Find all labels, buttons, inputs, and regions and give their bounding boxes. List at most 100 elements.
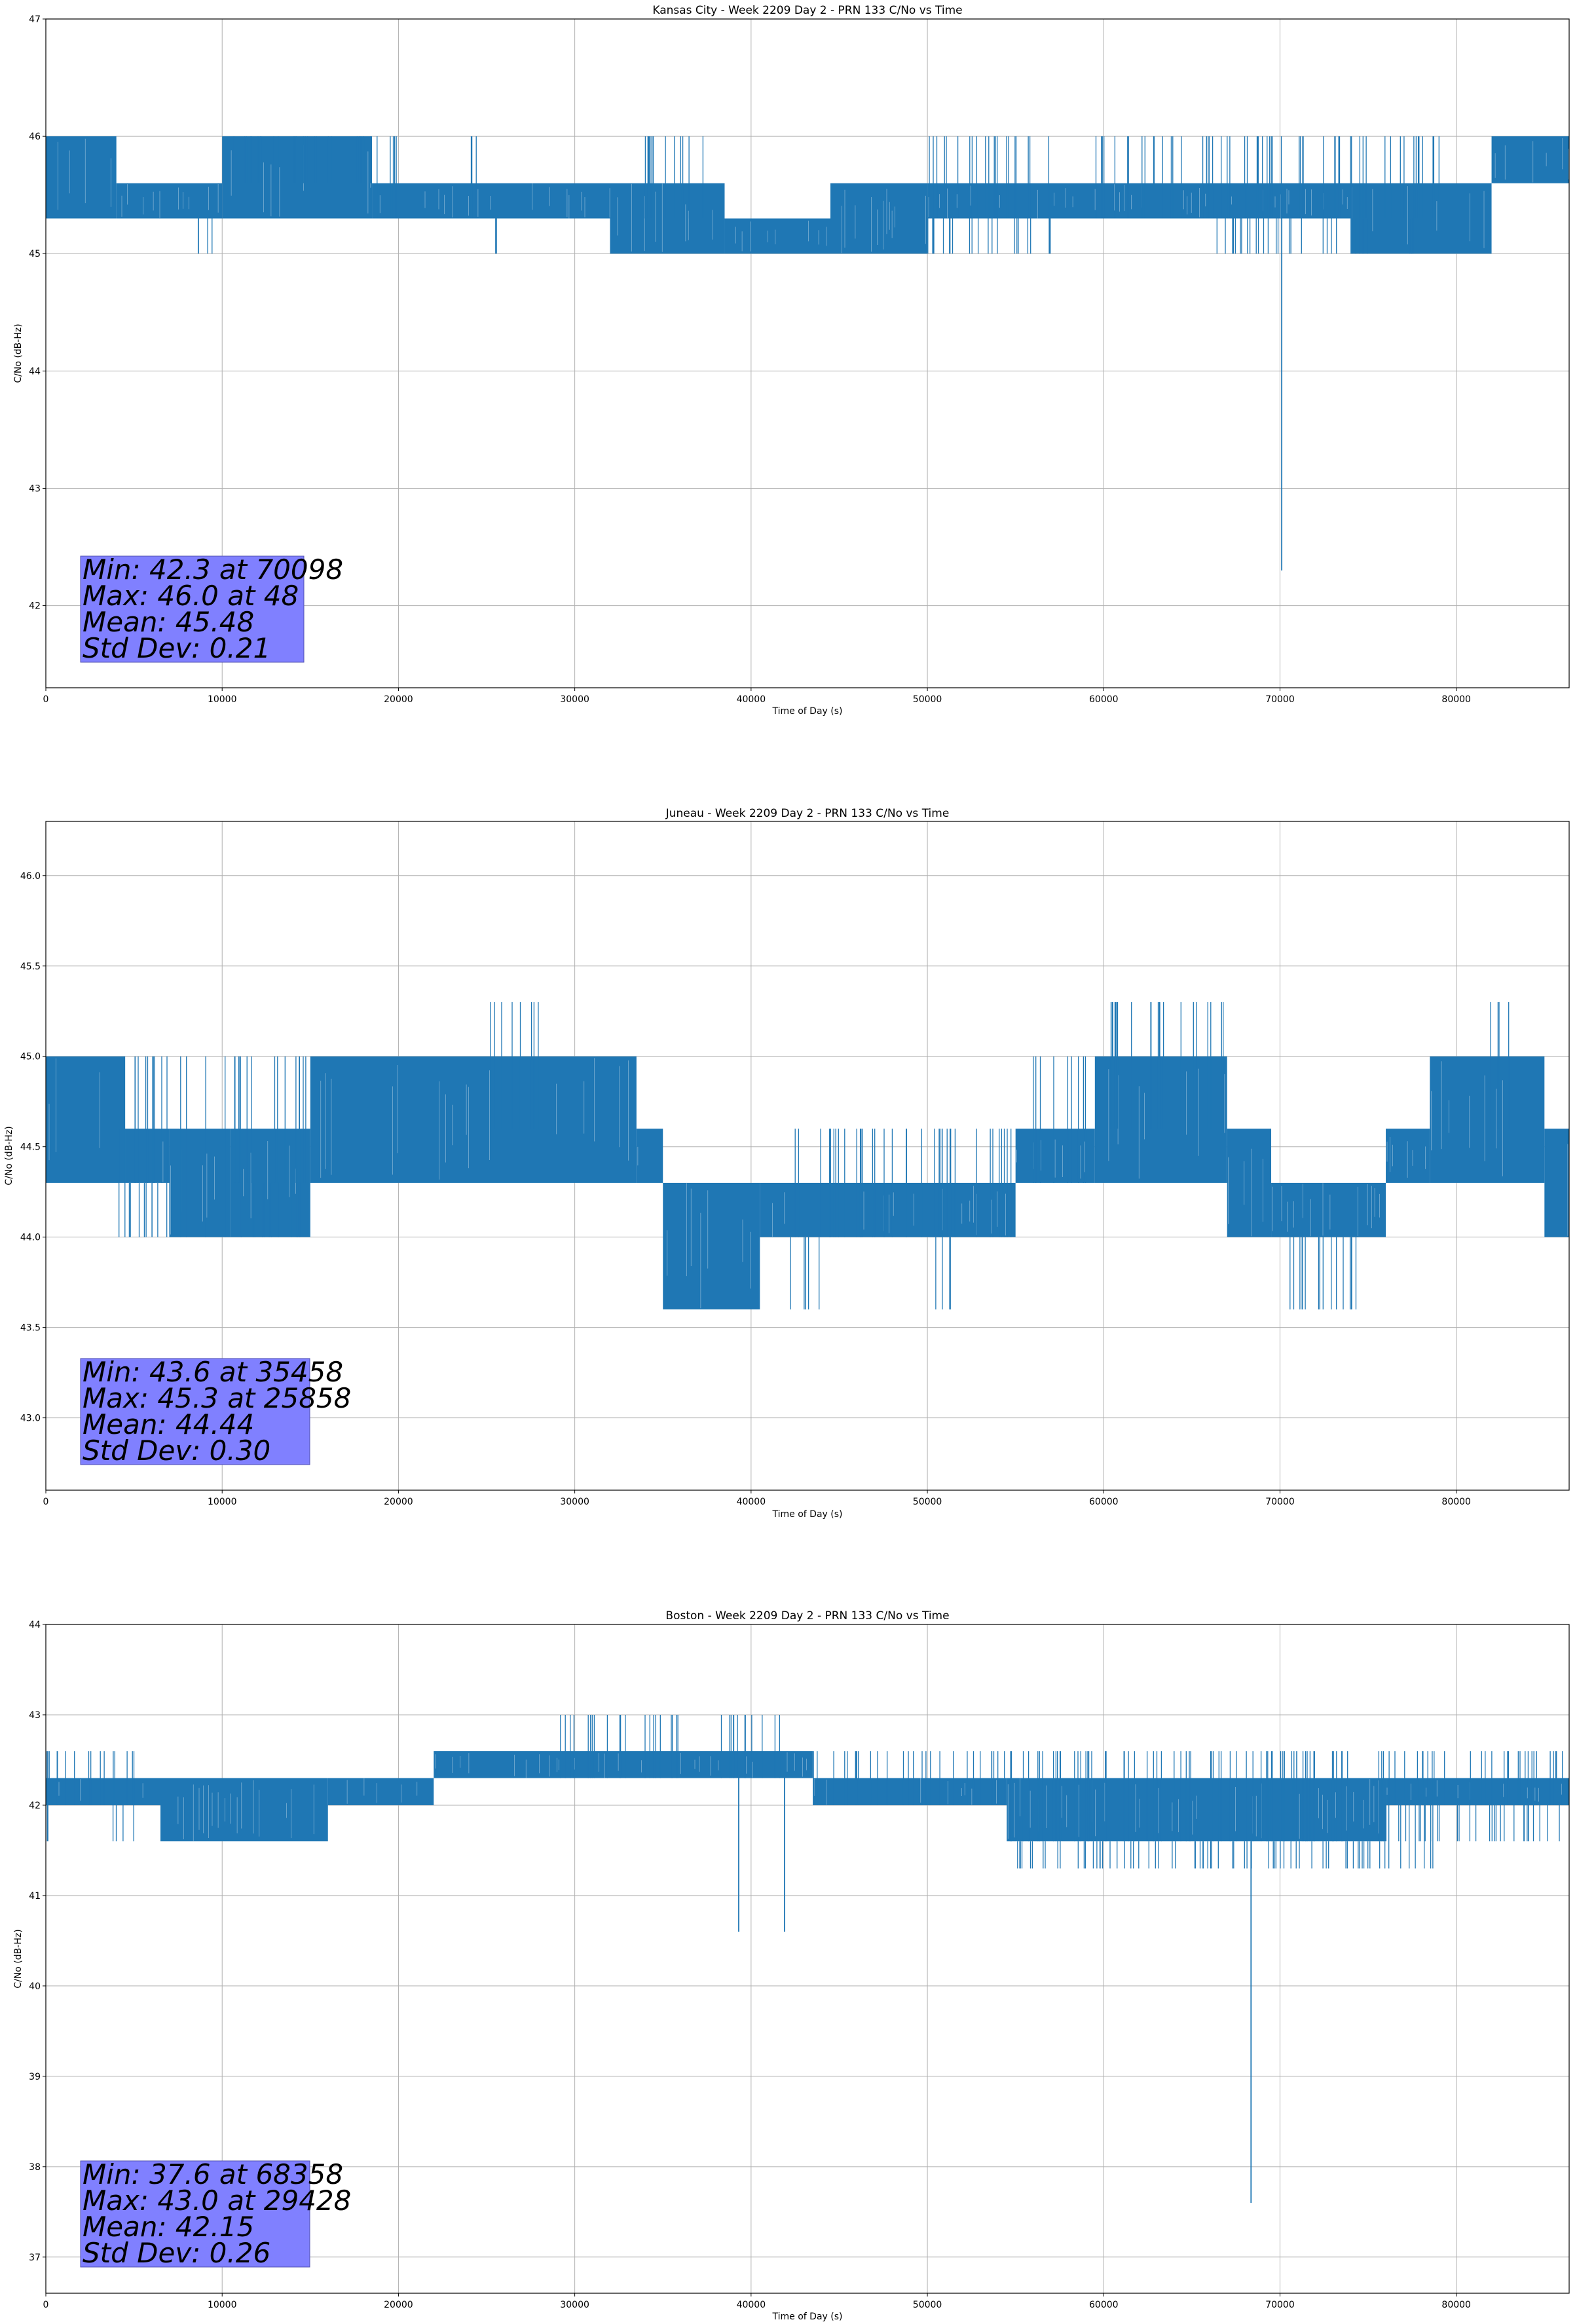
x-tick-label: 10000 <box>208 694 237 705</box>
y-tick-label: 37 <box>29 2253 41 2263</box>
y-axis-title: C/No (dB-Hz) <box>4 1126 14 1185</box>
y-tick-label: 45.5 <box>20 962 41 972</box>
data-band <box>46 1778 160 1805</box>
data-band <box>116 183 223 219</box>
data-spikes <box>935 1237 951 1310</box>
data-band <box>663 1182 760 1310</box>
stats-mean: Mean: 42.15 <box>83 2211 254 2243</box>
data-spikes <box>1033 1056 1086 1183</box>
data-spikes <box>1095 136 1210 219</box>
data-spikes <box>1385 1805 1560 1842</box>
data-spikes <box>560 1715 678 1778</box>
stats-box: Min: 43.6 at 35458 Max: 45.3 at 25858 Me… <box>80 1356 351 1467</box>
data-band-texture <box>58 1779 143 1801</box>
data-band <box>372 183 610 219</box>
data-spikes <box>1017 1805 1434 1869</box>
data-spikes <box>969 136 1050 219</box>
data-spikes <box>134 1056 306 1237</box>
data-band <box>636 1129 663 1183</box>
y-tick-label: 39 <box>29 2072 41 2082</box>
data-series <box>46 1715 1569 2203</box>
data-band-texture <box>58 138 111 210</box>
data-band-texture <box>379 183 610 219</box>
stats-box-background <box>80 1358 310 1465</box>
data-band-texture <box>48 1058 100 1161</box>
data-spikes <box>207 218 213 254</box>
data-band-texture <box>1228 1148 1263 1237</box>
data-band-texture <box>320 1058 629 1180</box>
data-band <box>231 1129 310 1237</box>
y-tick-label: 44 <box>29 366 41 377</box>
data-band-texture <box>735 220 826 252</box>
y-tick-label: 43.0 <box>20 1414 41 1424</box>
stats-min: Min: 37.6 at 68358 <box>83 2158 343 2190</box>
data-band <box>1271 1182 1386 1237</box>
data-band-texture <box>1494 138 1569 183</box>
data-spikes <box>46 1751 135 1805</box>
x-tick-label: 20000 <box>384 2300 413 2310</box>
y-tick-label: 41 <box>29 1891 41 1902</box>
x-tick-label: 60000 <box>1089 694 1119 705</box>
data-band <box>222 136 373 219</box>
stats-box: Min: 37.6 at 68358 Max: 43.0 at 29428 Me… <box>80 2158 351 2269</box>
data-band <box>1544 1129 1569 1237</box>
data-band <box>327 1778 434 1805</box>
stats-std-dev: Std Dev: 0.21 <box>83 632 270 664</box>
data-band-texture <box>617 183 713 252</box>
stats-min: Min: 42.3 at 70098 <box>83 553 343 586</box>
x-tick-label: 40000 <box>737 2300 766 2310</box>
data-spikes <box>720 1715 781 1778</box>
data-spikes <box>112 1805 134 1842</box>
x-axis-title: Time of Day (s) <box>772 706 843 717</box>
y-tick-label: 42 <box>29 601 41 612</box>
data-band-texture <box>1431 1061 1503 1176</box>
stats-min: Min: 43.6 at 35458 <box>83 1356 343 1388</box>
data-series <box>46 136 1569 571</box>
data-spikes <box>790 1237 820 1310</box>
y-tick-label: 43 <box>29 1710 41 1721</box>
stats-max: Max: 45.3 at 25858 <box>83 1382 351 1414</box>
x-tick-label: 50000 <box>913 2300 942 2310</box>
y-tick-label: 46 <box>29 132 41 142</box>
x-tick-label: 10000 <box>208 2300 237 2310</box>
y-axis-title: C/No (dB-Hz) <box>13 324 24 383</box>
plot-frame <box>45 821 1570 1491</box>
stats-box-background <box>80 2160 310 2268</box>
data-band-texture <box>842 189 926 253</box>
data-band-texture <box>1386 1137 1426 1178</box>
stats-box: Min: 42.3 at 70098 Max: 46.0 at 48 Mean:… <box>80 553 343 664</box>
y-tick-label: 45 <box>29 249 41 259</box>
data-spikes <box>1216 218 1368 254</box>
data-band-texture <box>435 1752 807 1778</box>
data-spikes <box>46 1805 48 1842</box>
data-spikes <box>813 1751 1563 1842</box>
panel-boston: Boston - Week 2209 Day 2 - PRN 133 C/No … <box>13 1609 1570 2322</box>
y-tick-label: 43 <box>29 483 41 494</box>
data-band <box>1386 1129 1430 1183</box>
y-tick-label: 47 <box>29 14 41 25</box>
axis-ticks: 0 10000 20000 30000 40000 50000 60000 70000 8000… <box>29 1620 1471 2310</box>
x-tick-label: 50000 <box>913 1497 942 1507</box>
data-band-texture <box>1386 1780 1562 1802</box>
stats-box-background <box>80 555 305 663</box>
plot-frame <box>45 1624 1570 2294</box>
y-tick-label: 40 <box>29 1981 41 1992</box>
stats-std-dev: Std Dev: 0.30 <box>83 1434 270 1467</box>
data-band <box>310 1056 637 1183</box>
x-tick-label: 70000 <box>1265 694 1295 705</box>
stats-max: Max: 46.0 at 48 <box>83 580 299 612</box>
data-band <box>1350 183 1492 254</box>
data-band-texture <box>346 1778 418 1804</box>
data-spikes <box>470 136 477 219</box>
data-band-texture <box>177 1780 314 1841</box>
data-band <box>830 183 928 254</box>
data-band <box>434 1751 813 1778</box>
x-tick-label: 0 <box>43 2300 49 2310</box>
data-spikes <box>1289 1237 1357 1310</box>
x-tick-label: 80000 <box>1441 2300 1471 2310</box>
data-band <box>760 1182 1016 1237</box>
data-band-texture <box>243 1141 296 1218</box>
data-band <box>610 183 725 254</box>
plot-frame <box>45 18 1570 688</box>
